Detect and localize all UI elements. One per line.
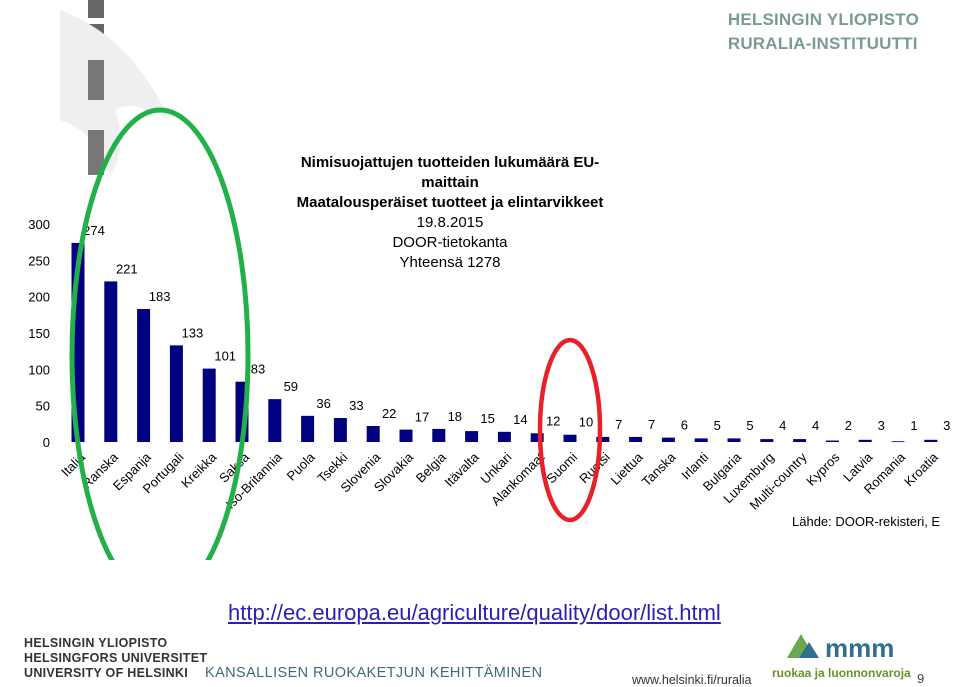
highlight-ellipse-red xyxy=(537,337,603,523)
highlights xyxy=(69,107,603,560)
bar-alankomaat xyxy=(530,433,544,442)
value-label: 7 xyxy=(615,417,622,432)
bar-slovakia xyxy=(399,429,413,442)
bar-suomi xyxy=(563,434,577,442)
x-tick-label: Liettua xyxy=(608,449,647,488)
bar-kreikka xyxy=(202,368,216,442)
bar-liettua xyxy=(629,436,643,442)
x-tick-label: Tanska xyxy=(639,449,679,489)
bar-iso-britannia xyxy=(268,399,282,442)
footer-url[interactable]: www.helsinki.fi/ruralia xyxy=(632,673,752,687)
bar-multi-country xyxy=(793,439,807,442)
value-label: 6 xyxy=(681,418,688,433)
y-axis: 0 50 100 150 200 250 300 xyxy=(28,217,50,450)
bar-romania xyxy=(891,441,905,443)
value-label: 22 xyxy=(382,406,396,421)
highlight-ellipse-green xyxy=(69,107,251,560)
value-label: 4 xyxy=(779,418,786,433)
value-label: 36 xyxy=(316,396,330,411)
x-tick-label: Suomi xyxy=(543,449,580,486)
page-number: 9 xyxy=(917,671,925,686)
value-label: 83 xyxy=(251,362,265,377)
bar-belgia xyxy=(432,428,446,442)
bar-slovenia xyxy=(366,426,380,442)
bar-espanja xyxy=(137,309,151,442)
value-label: 3 xyxy=(878,418,885,433)
chart-date: 19.8.2015 xyxy=(416,214,484,231)
footer-uni-fi: HELSINGIN YLIOPISTO xyxy=(24,636,168,650)
door-list-link[interactable]: http://ec.europa.eu/agriculture/quality/… xyxy=(228,600,721,625)
footer-university-name: HELSINGIN YLIOPISTO HELSINGFORS UNIVERSI… xyxy=(24,636,207,681)
bar-luxemburg xyxy=(760,439,774,442)
value-label: 3 xyxy=(943,418,950,433)
value-label: 17 xyxy=(415,410,429,425)
value-label: 221 xyxy=(116,261,138,276)
bar-ruotsi xyxy=(596,436,610,442)
y-tick-label: 200 xyxy=(28,290,50,305)
footer-logo-tagline: ruokaa ja luonnonvaroja xyxy=(772,666,911,680)
bar-unkari xyxy=(497,431,511,442)
chart-title: Nimisuojattujen tuotteiden lukumäärä EU-… xyxy=(300,154,600,191)
x-tick-label: Puola xyxy=(284,449,319,484)
footer-uni-en: UNIVERSITY OF HELSINKI xyxy=(24,666,189,680)
value-label: 5 xyxy=(714,418,721,433)
value-label: 7 xyxy=(648,417,655,432)
value-label: 1 xyxy=(910,418,917,433)
bar-irlanti xyxy=(694,438,708,442)
value-label: 12 xyxy=(546,413,560,428)
value-label: 183 xyxy=(149,289,171,304)
helsinki-flame-logo xyxy=(60,0,170,175)
y-tick-label: 100 xyxy=(28,362,50,377)
y-tick-label: 150 xyxy=(28,326,50,341)
header-university: HELSINGIN YLIOPISTO xyxy=(727,10,919,29)
chart-subtitle: Maatalousperäiset tuotteet ja elintarvik… xyxy=(296,194,604,211)
bar-tsekki xyxy=(333,418,347,442)
value-label: 133 xyxy=(182,325,204,340)
bar-bulgaria xyxy=(727,438,741,442)
bar-ranska xyxy=(104,281,118,442)
mmm-logo: mmm.fi xyxy=(787,633,895,663)
value-label: 10 xyxy=(579,415,593,430)
value-label: 59 xyxy=(284,379,298,394)
value-label: 15 xyxy=(480,411,494,426)
y-tick-label: 250 xyxy=(28,253,50,268)
chart-title-block: Nimisuojattujen tuotteiden lukumäärä EU-… xyxy=(280,153,620,273)
bar-puola xyxy=(301,415,315,442)
bar-tanska xyxy=(661,437,675,442)
bars xyxy=(71,242,938,443)
mmm-logo-text: mmm.fi xyxy=(825,633,895,663)
bar-kroatia xyxy=(924,439,938,442)
value-label: 33 xyxy=(349,398,363,413)
value-label: 5 xyxy=(746,418,753,433)
value-label: 18 xyxy=(448,409,462,424)
y-tick-label: 0 xyxy=(43,435,50,450)
chart-total: Yhteensä 1278 xyxy=(399,254,501,271)
value-label: 14 xyxy=(513,412,527,427)
header-institute: RURALIA-INSTITUUTTI xyxy=(727,34,918,53)
value-label: 101 xyxy=(214,349,236,364)
value-label: 2 xyxy=(845,418,852,433)
x-tick-label: Kypros xyxy=(803,449,843,489)
x-tick-label: Kroatia xyxy=(901,449,941,489)
x-tick-label: Itävalta xyxy=(441,449,482,490)
x-tick-label: Kreikka xyxy=(178,449,220,491)
bar-kypros xyxy=(825,440,839,442)
footer-uni-sv: HELSINGFORS UNIVERSITET xyxy=(24,651,208,665)
bar-itävalta xyxy=(465,431,479,442)
y-tick-label: 300 xyxy=(28,217,50,232)
y-tick-label: 50 xyxy=(36,399,50,414)
value-label: 274 xyxy=(83,223,105,238)
footer-program-title: KANSALLISEN RUOKAKETJUN KEHITTÄMINEN xyxy=(205,665,543,681)
bar-latvia xyxy=(858,439,872,442)
chart-source-db: DOOR-tietokanta xyxy=(392,234,508,251)
bar-portugali xyxy=(169,345,183,442)
institute-header: HELSINGIN YLIOPISTO RURALIA-INSTITUUTTI xyxy=(728,8,919,56)
value-label: 4 xyxy=(812,418,819,433)
source-note: Lähde: DOOR-rekisteri, E xyxy=(792,514,941,529)
x-axis-labels: ItaliaRanskaEspanjaPortugaliKreikkaSaksa… xyxy=(58,449,941,513)
